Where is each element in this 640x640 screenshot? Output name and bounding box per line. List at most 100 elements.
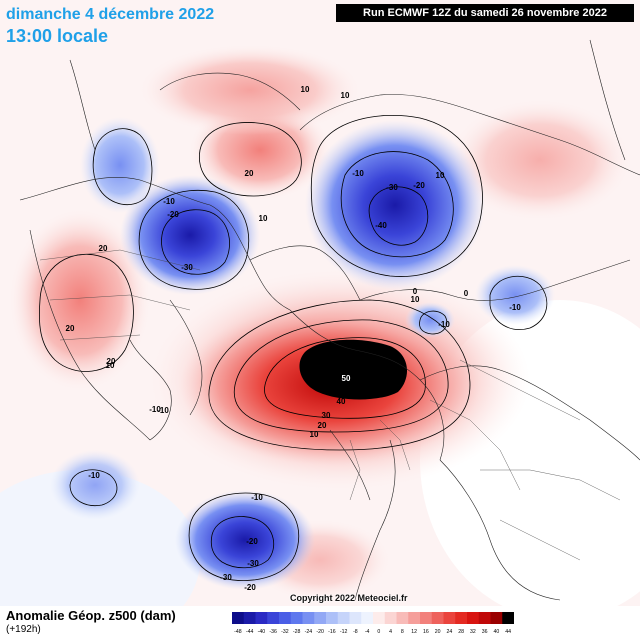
legend-swatch	[490, 612, 503, 624]
legend-tick-label: 8	[401, 629, 404, 635]
contour-label: -20	[413, 181, 425, 190]
trough-urals-small	[405, 302, 455, 338]
legend-tick-label: -44	[246, 629, 254, 635]
legend-swatch	[361, 612, 374, 624]
contour-label: 10	[259, 214, 268, 223]
legend-swatch	[373, 612, 386, 624]
legend-tick-label: 40	[493, 629, 499, 635]
legend-swatch	[279, 612, 292, 624]
legend-tick-label: -36	[269, 629, 277, 635]
contour-label: -10	[251, 493, 263, 502]
legend-tick-label: -16	[328, 629, 336, 635]
contour-label: 20	[107, 357, 116, 366]
contour-label: -10	[509, 303, 521, 312]
forecast-date: dimanche 4 décembre 2022	[6, 6, 215, 23]
legend-swatch	[455, 612, 468, 624]
label-core: 50	[342, 374, 351, 383]
contour-label: -20	[244, 583, 256, 592]
legend-tick-label: 24	[446, 629, 452, 635]
legend-swatch	[478, 612, 491, 624]
contour-label: -30	[181, 263, 193, 272]
contour-label: -30	[247, 559, 259, 568]
legend-tick-label: -20	[316, 629, 324, 635]
legend-tick-label: -32	[281, 629, 289, 635]
legend-swatch	[290, 612, 303, 624]
contour-label: 0	[464, 289, 469, 298]
contour-label: -20	[167, 210, 179, 219]
contour-label: 40	[337, 397, 346, 406]
legend-swatch	[243, 612, 256, 624]
contour-label: 10	[436, 171, 445, 180]
contour-lines	[38, 115, 548, 581]
run-banner: Run ECMWF 12Z du samedi 26 novembre 2022	[336, 4, 634, 22]
contour-label: -10	[438, 320, 450, 329]
contour-label: -10	[163, 197, 175, 206]
contour-labels: 50 40 30 20 10 0 -10 -20 -30 -40 -10 -20…	[66, 85, 522, 592]
legend-swatch	[302, 612, 315, 624]
legend-swatch	[255, 612, 268, 624]
contour-label: 20	[245, 169, 254, 178]
neutral-zone-pacific	[0, 470, 200, 640]
forecast-time: 13:00 locale	[6, 26, 109, 46]
contour-label: -40	[375, 221, 387, 230]
contour-label: 20	[66, 324, 75, 333]
legend-swatch	[467, 612, 480, 624]
copyright: Copyright 2022 Meteociel.fr	[290, 593, 408, 603]
legend-swatch	[314, 612, 327, 624]
ridge-east-asia	[450, 100, 630, 220]
legend-swatch	[349, 612, 362, 624]
legend-tick-label: -28	[293, 629, 301, 635]
borders	[39, 249, 621, 561]
legend-swatch	[326, 612, 339, 624]
legend-tick-label: 4	[389, 629, 392, 635]
legend-swatch	[408, 612, 421, 624]
legend-tick-label: 20	[435, 629, 441, 635]
contour-label: -10	[157, 406, 169, 415]
legend-tick-label: 16	[423, 629, 429, 635]
contour-label: -10	[149, 405, 161, 414]
trough-atlantic	[175, 490, 315, 590]
contour-label: 10	[106, 361, 115, 370]
legend-swatch	[337, 612, 350, 624]
contour-label: 20	[99, 244, 108, 253]
contour-label: 10	[411, 295, 420, 304]
contour-label: -10	[88, 471, 100, 480]
map-title: Anomalie Géop. z500 (dam)	[6, 608, 176, 623]
contour-label: -30	[386, 183, 398, 192]
legend-tick-label: 32	[470, 629, 476, 635]
coastlines	[19, 39, 640, 601]
legend-swatch	[396, 612, 409, 624]
legend-swatch	[232, 612, 245, 624]
contour-label: 30	[322, 411, 331, 420]
trough-canada	[120, 175, 260, 295]
contour-label: 0	[413, 287, 418, 296]
legend-swatch	[431, 612, 444, 624]
ridge-core-50	[299, 339, 408, 400]
legend-tick-label: 36	[482, 629, 488, 635]
legend-tick-label: -12	[340, 629, 348, 635]
legend-tick-label: -40	[258, 629, 266, 635]
legend-tick-label: -24	[305, 629, 313, 635]
color-legend: -48 -44 -40 -36 -32 -28 -24 -20 -16 -12 -8 -4 0 4 8 12 1…	[232, 612, 514, 635]
contour-label: -30	[220, 573, 232, 582]
legend-swatch	[420, 612, 433, 624]
legend-swatch	[443, 612, 456, 624]
legend-swatch	[267, 612, 280, 624]
ridge-north-pacific	[140, 45, 360, 135]
trough-pacific-small	[50, 450, 140, 520]
contour-label: 10	[301, 85, 310, 94]
lead-time: (+192h)	[6, 624, 41, 635]
contour-label: 10	[341, 91, 350, 100]
legend-tick-label: 0	[377, 629, 380, 635]
trough-alaska	[80, 117, 160, 213]
legend-tick-label: 28	[458, 629, 464, 635]
legend-tick-label: 44	[505, 629, 511, 635]
trough-asia-small	[475, 265, 555, 325]
legend-tick-label: -8	[353, 629, 358, 635]
legend-tick-label: 12	[411, 629, 417, 635]
trough-arctic	[305, 120, 485, 290]
contour-label: 20	[318, 421, 327, 430]
contour-label: -20	[246, 537, 258, 546]
contour-label: -10	[352, 169, 364, 178]
